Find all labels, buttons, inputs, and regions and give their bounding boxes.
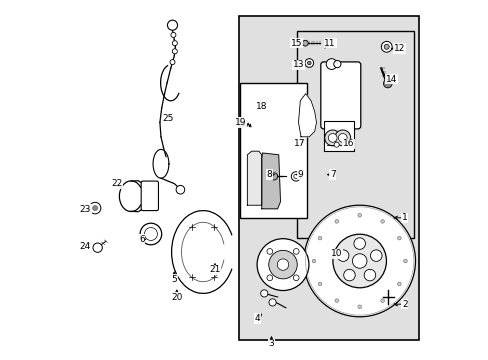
Circle shape [172, 49, 177, 54]
Circle shape [334, 220, 338, 223]
Circle shape [333, 142, 339, 147]
Circle shape [311, 259, 315, 263]
Circle shape [92, 206, 98, 211]
Circle shape [334, 130, 350, 146]
Text: 12: 12 [393, 44, 404, 53]
Polygon shape [298, 94, 316, 137]
Circle shape [291, 172, 300, 181]
Circle shape [170, 32, 176, 37]
Text: 20: 20 [171, 292, 182, 302]
Circle shape [337, 250, 348, 261]
Circle shape [268, 299, 276, 306]
Text: 18: 18 [256, 102, 267, 111]
Text: 6: 6 [139, 235, 144, 244]
Bar [323, 121, 354, 151]
Text: 2: 2 [401, 300, 407, 309]
Circle shape [384, 44, 388, 49]
Circle shape [327, 134, 336, 142]
Circle shape [381, 41, 391, 52]
Circle shape [93, 243, 102, 252]
Circle shape [293, 174, 298, 179]
Text: 9: 9 [297, 170, 303, 179]
Text: 24: 24 [80, 242, 91, 251]
Circle shape [266, 275, 272, 281]
Circle shape [293, 275, 299, 281]
Text: 15: 15 [290, 39, 302, 48]
Bar [240, 83, 306, 218]
Circle shape [170, 60, 175, 65]
Circle shape [266, 248, 272, 254]
Text: 21: 21 [209, 266, 220, 274]
Circle shape [324, 130, 340, 146]
Text: 4: 4 [254, 314, 260, 323]
Circle shape [357, 213, 361, 217]
Bar [239, 16, 418, 340]
Text: 13: 13 [292, 60, 304, 69]
Polygon shape [261, 153, 280, 209]
Circle shape [370, 250, 381, 261]
Circle shape [302, 40, 307, 46]
Circle shape [383, 79, 391, 88]
Text: 3: 3 [268, 339, 274, 348]
Circle shape [260, 290, 267, 297]
Circle shape [325, 59, 336, 69]
Circle shape [343, 269, 354, 281]
Text: 19: 19 [235, 118, 246, 127]
Circle shape [257, 239, 308, 291]
Circle shape [167, 20, 177, 30]
Circle shape [89, 202, 101, 214]
Circle shape [364, 269, 375, 281]
Circle shape [270, 173, 277, 180]
Text: 16: 16 [343, 139, 354, 148]
Text: 7: 7 [329, 170, 335, 179]
Bar [296, 31, 413, 238]
Text: 1: 1 [401, 213, 407, 222]
Circle shape [357, 305, 361, 309]
Circle shape [352, 254, 366, 268]
Circle shape [303, 205, 415, 317]
Circle shape [380, 220, 384, 223]
FancyBboxPatch shape [141, 181, 158, 211]
Circle shape [277, 259, 288, 270]
Circle shape [334, 299, 338, 302]
Text: 25: 25 [162, 114, 174, 123]
Circle shape [338, 134, 346, 142]
Circle shape [403, 259, 407, 263]
Text: 17: 17 [293, 139, 305, 148]
Circle shape [172, 41, 177, 46]
Circle shape [293, 248, 299, 254]
Circle shape [332, 234, 386, 288]
Text: 23: 23 [80, 205, 91, 214]
Circle shape [353, 238, 365, 249]
FancyBboxPatch shape [320, 62, 360, 129]
Text: 8: 8 [266, 170, 272, 179]
Circle shape [333, 60, 340, 68]
Circle shape [397, 282, 400, 286]
Circle shape [176, 185, 184, 194]
Circle shape [307, 61, 310, 65]
Text: 11: 11 [324, 39, 335, 48]
Circle shape [318, 282, 321, 286]
Text: 22: 22 [111, 179, 122, 188]
Polygon shape [247, 151, 261, 205]
Circle shape [305, 59, 313, 67]
Text: 5: 5 [171, 274, 177, 284]
Circle shape [380, 299, 384, 302]
Text: 10: 10 [330, 249, 341, 258]
Circle shape [268, 250, 297, 279]
Circle shape [318, 236, 321, 240]
Circle shape [397, 236, 400, 240]
Text: 14: 14 [385, 75, 396, 84]
